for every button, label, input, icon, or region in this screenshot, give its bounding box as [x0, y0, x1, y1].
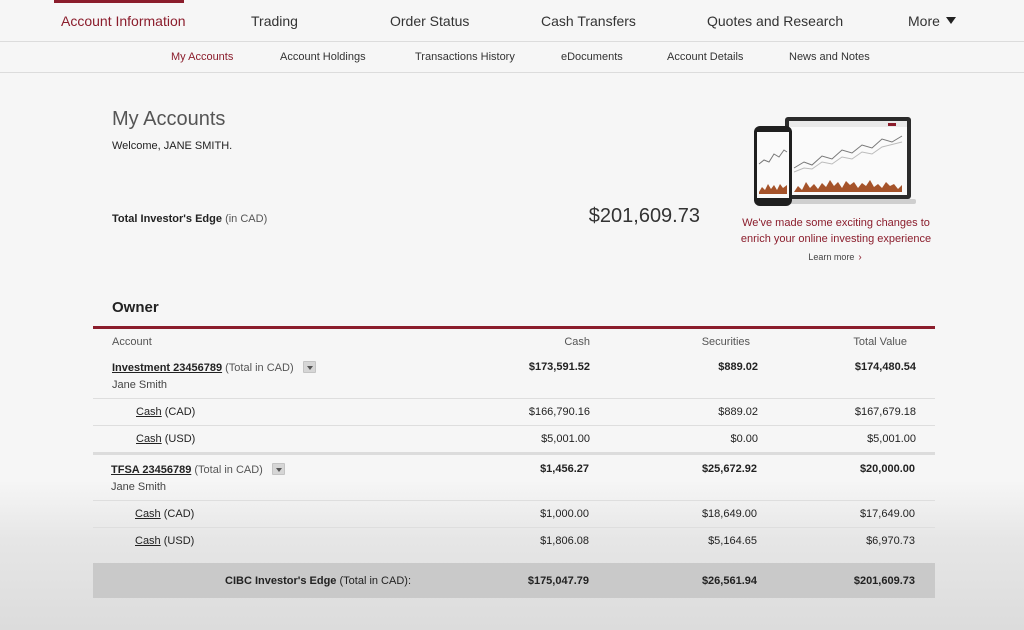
- welcome-message: Welcome, JANE SMITH.: [112, 140, 233, 152]
- account-row-tfsa: TFSA 23456789 (Total in CAD): [111, 463, 285, 476]
- tab-more[interactable]: More: [908, 0, 956, 42]
- account-securities: $25,672.92: [701, 463, 757, 475]
- sub-account-total: $5,001.00: [867, 433, 916, 445]
- subnav-news-and-notes[interactable]: News and Notes: [789, 51, 870, 63]
- sub-account-link-cash-cad[interactable]: Cash: [136, 406, 162, 418]
- sub-account-securities: $5,164.65: [708, 535, 757, 547]
- account-link-investment[interactable]: Investment 23456789: [112, 362, 223, 374]
- subnav-edocuments[interactable]: eDocuments: [561, 51, 623, 63]
- sub-account-link-cash-usd[interactable]: Cash: [136, 433, 162, 445]
- account-link-tfsa[interactable]: TFSA 23456789: [111, 464, 192, 476]
- account-securities: $889.02: [718, 361, 758, 373]
- sub-account-row: Cash (CAD): [135, 508, 194, 520]
- grand-total-value: $201,609.73: [853, 575, 915, 587]
- learn-more-label: Learn more: [808, 252, 855, 262]
- promo-message: We've made some exciting changes to enri…: [730, 215, 942, 247]
- account-note: (Total in CAD): [194, 464, 263, 476]
- account-total: $20,000.00: [859, 463, 915, 475]
- sub-account-total: $167,679.18: [854, 406, 916, 418]
- tab-quotes-and-research[interactable]: Quotes and Research: [707, 13, 844, 29]
- sub-account-cash: $5,001.00: [541, 433, 590, 445]
- top-navigation: Account Information Trading Order Status…: [0, 0, 1024, 42]
- sub-account-cash: $1,806.08: [540, 535, 589, 547]
- sub-account-securities: $889.02: [718, 406, 758, 418]
- sub-account-securities: $18,649.00: [701, 508, 757, 520]
- account-cash: $1,456.27: [540, 463, 589, 475]
- sub-navigation: My Accounts Account Holdings Transaction…: [0, 42, 1024, 73]
- sub-account-securities: $0.00: [730, 433, 758, 445]
- sub-account-total: $6,970.73: [866, 535, 915, 547]
- group-divider: [93, 452, 935, 455]
- caret-down-icon: [945, 17, 956, 24]
- tab-account-information[interactable]: Account Information: [61, 13, 186, 29]
- devices-illustration: [754, 117, 916, 206]
- sub-account-link-cash-cad[interactable]: Cash: [135, 508, 161, 520]
- tab-trading[interactable]: Trading: [251, 13, 298, 29]
- tab-order-status[interactable]: Order Status: [390, 13, 470, 29]
- sub-account-currency: (CAD): [164, 406, 196, 418]
- account-note: (Total in CAD): [225, 362, 294, 374]
- promo-line-1: We've made some exciting changes to: [742, 217, 930, 229]
- column-header-cash: Cash: [564, 336, 590, 348]
- learn-more-link[interactable]: Learn more ›: [780, 252, 890, 263]
- chevron-right-icon: ›: [858, 252, 862, 263]
- sub-account-currency: (USD): [163, 535, 195, 547]
- total-investors-edge-label: Total Investor's Edge (in CAD): [112, 213, 267, 225]
- total-label-text: Total Investor's Edge: [112, 213, 222, 225]
- account-dropdown-icon[interactable]: [302, 361, 316, 373]
- sub-account-link-cash-usd[interactable]: Cash: [135, 535, 161, 547]
- sub-account-row: Cash (CAD): [136, 406, 195, 418]
- owner-section-title: Owner: [112, 299, 159, 316]
- tab-more-label: More: [908, 13, 940, 29]
- account-row-investment: Investment 23456789 (Total in CAD): [112, 361, 316, 374]
- subnav-account-holdings[interactable]: Account Holdings: [280, 51, 366, 63]
- row-divider: [93, 398, 935, 399]
- tab-cash-transfers[interactable]: Cash Transfers: [541, 13, 636, 29]
- account-holder: Jane Smith: [111, 481, 167, 493]
- total-investors-edge-value: $201,609.73: [588, 205, 700, 227]
- subnav-transactions-history[interactable]: Transactions History: [415, 51, 515, 63]
- sub-account-cash: $166,790.16: [528, 406, 590, 418]
- total-label-currency: (in CAD): [225, 213, 268, 225]
- owner-divider: [93, 326, 935, 329]
- sub-account-currency: (CAD): [163, 508, 195, 520]
- subnav-my-accounts[interactable]: My Accounts: [171, 51, 234, 63]
- grand-total-label: CIBC Investor's Edge (Total in CAD):: [225, 575, 411, 587]
- column-header-account: Account: [112, 336, 152, 348]
- row-divider: [93, 500, 935, 501]
- sub-account-row: Cash (USD): [135, 535, 194, 547]
- grand-total-row: CIBC Investor's Edge (Total in CAD): $17…: [93, 563, 935, 598]
- sub-account-total: $17,649.00: [859, 508, 915, 520]
- active-tab-indicator: [54, 0, 184, 3]
- grand-total-note: (Total in CAD):: [339, 575, 412, 587]
- sub-account-currency: (USD): [164, 433, 196, 445]
- row-divider: [93, 425, 935, 426]
- account-cash: $173,591.52: [528, 361, 590, 373]
- sub-account-cash: $1,000.00: [540, 508, 589, 520]
- column-header-total-value: Total Value: [853, 336, 907, 348]
- row-divider: [93, 527, 935, 528]
- column-header-securities: Securities: [701, 336, 750, 348]
- account-dropdown-icon[interactable]: [271, 463, 285, 475]
- sub-account-row: Cash (USD): [136, 433, 195, 445]
- page-title: My Accounts: [112, 108, 226, 130]
- grand-total-cash: $175,047.79: [527, 575, 589, 587]
- grand-total-securities: $26,561.94: [701, 575, 757, 587]
- subnav-account-details[interactable]: Account Details: [667, 51, 744, 63]
- account-total: $174,480.54: [854, 361, 916, 373]
- promo-line-2: enrich your online investing experience: [740, 233, 932, 245]
- account-holder: Jane Smith: [112, 379, 168, 391]
- grand-total-label-text: CIBC Investor's Edge: [225, 575, 337, 587]
